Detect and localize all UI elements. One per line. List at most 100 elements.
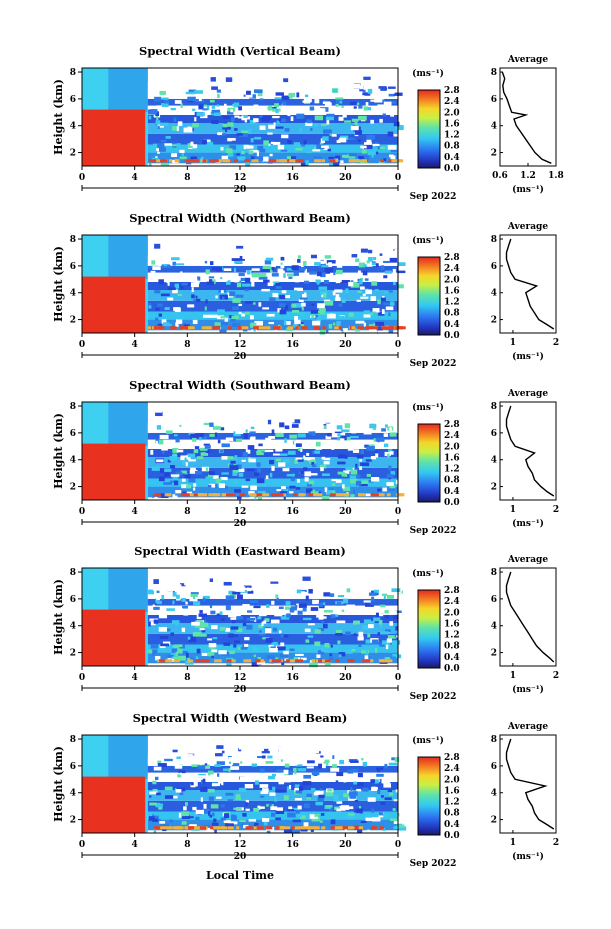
heat-cell — [306, 91, 315, 96]
heat-cell — [356, 578, 359, 582]
heat-cell — [389, 301, 395, 306]
heat-cell — [262, 88, 269, 92]
heat-cell — [209, 578, 213, 582]
heat-cell — [227, 799, 234, 802]
heat-cell — [292, 493, 298, 497]
heat-cell — [365, 102, 369, 107]
heat-cell — [350, 163, 356, 166]
heat-cell — [322, 89, 325, 93]
heat-cell — [289, 607, 295, 613]
heat-cell — [329, 251, 334, 256]
heat-cell — [189, 824, 197, 827]
heat-cell — [295, 147, 303, 151]
heat-cell — [219, 626, 227, 631]
heat-cell — [267, 826, 273, 830]
heat-cell — [156, 600, 162, 605]
heat-cell — [341, 280, 350, 283]
heat-cell — [242, 245, 245, 249]
heat-cell — [363, 600, 371, 603]
heat-cell — [298, 603, 307, 608]
heat-cell — [368, 324, 376, 327]
heat-cell — [297, 255, 302, 259]
heat-cell — [163, 659, 172, 663]
heat-cell — [367, 633, 371, 638]
heat-cell — [381, 297, 386, 302]
heat-cell — [203, 803, 207, 809]
heat-cell — [342, 330, 345, 333]
heat-cell — [192, 806, 197, 811]
heat-cell — [372, 817, 381, 822]
heat-cell — [348, 826, 355, 830]
heat-cell — [249, 421, 258, 425]
heat-cell — [332, 89, 337, 93]
heat-cell — [254, 472, 260, 477]
heat-cell — [281, 290, 287, 294]
heat-cell — [383, 783, 392, 788]
heat-cell — [359, 85, 364, 90]
heat-cell — [240, 578, 247, 583]
heat-cell — [210, 748, 215, 753]
heat-cell — [207, 484, 212, 488]
heat-cell — [225, 280, 231, 285]
heat-cell — [328, 163, 337, 167]
heat-cell — [390, 442, 395, 447]
heat-cell — [325, 792, 334, 797]
heat-cell — [209, 99, 215, 103]
heat-cell — [363, 745, 368, 748]
heat-cell — [282, 458, 290, 464]
heat-cell — [262, 255, 269, 258]
colorbar-tick-label: 2.0 — [444, 775, 460, 785]
heat-cell — [371, 143, 380, 147]
heat-cell — [321, 588, 331, 592]
heat-cell — [164, 786, 173, 791]
heat-cell — [197, 765, 206, 770]
heat-cell — [296, 113, 305, 119]
heat-cell — [377, 789, 381, 794]
heat-cell — [365, 326, 372, 330]
heat-cell — [271, 465, 275, 471]
heat-cell — [260, 80, 263, 84]
heat-cell — [335, 659, 340, 663]
heat-cell — [348, 281, 354, 287]
heat-cell — [198, 613, 207, 617]
heat-cell — [325, 116, 334, 121]
heat-cell — [353, 781, 358, 785]
heat-cell — [285, 321, 291, 325]
heat-cell — [338, 116, 344, 121]
heat-cell — [301, 826, 305, 830]
heat-cell — [268, 321, 275, 325]
heat-cell — [260, 269, 270, 273]
heat-cell — [325, 435, 332, 440]
profile-title: Average — [507, 722, 548, 732]
colorbar-tick-label: 2.4 — [444, 264, 460, 274]
heat-cell — [240, 823, 246, 827]
heat-cell — [391, 588, 401, 593]
heat-cell — [159, 821, 166, 824]
heat-cell — [362, 417, 368, 421]
heat-cell — [242, 622, 247, 627]
heat-cell — [284, 425, 290, 430]
heat-cell — [169, 456, 177, 461]
heat-cell — [272, 786, 276, 791]
heat-cell — [257, 657, 261, 661]
heat-cell — [277, 268, 284, 272]
heat-cell — [334, 576, 339, 581]
heat-cell — [225, 627, 231, 632]
heat-cell — [376, 151, 379, 155]
heat-cell — [343, 493, 350, 497]
heat-cell — [278, 630, 282, 634]
heat-cell — [382, 113, 386, 117]
x-tick-label: 8 — [184, 340, 190, 350]
heat-cell — [385, 644, 389, 650]
heat-cell — [375, 647, 378, 653]
heat-cell — [288, 92, 296, 98]
panel-title: Spectral Width (Northward Beam) — [129, 211, 351, 225]
heat-cell — [216, 104, 219, 107]
heat-cell — [163, 143, 172, 146]
heat-cell — [236, 282, 242, 288]
heat-cell — [303, 426, 311, 430]
heat-cell — [232, 585, 238, 589]
heat-cell — [174, 495, 178, 501]
heat-cell — [243, 115, 248, 118]
heat-cell — [188, 606, 195, 609]
